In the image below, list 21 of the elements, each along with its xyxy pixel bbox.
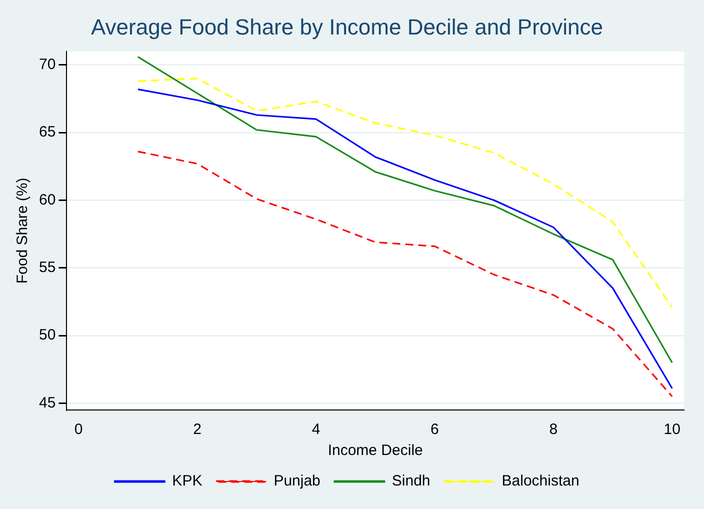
- x-tick-label: 8: [549, 421, 558, 438]
- x-tick-label: 10: [664, 421, 680, 438]
- chart-title: Average Food Share by Income Decile and Province: [91, 14, 603, 40]
- legend-label: Balochistan: [502, 472, 580, 490]
- y-tick-label: 65: [38, 124, 56, 141]
- x-tick-label: 0: [74, 421, 83, 438]
- legend-label: Punjab: [274, 472, 320, 490]
- x-tick-label: 6: [430, 421, 439, 438]
- x-tick-label: 4: [312, 421, 320, 438]
- line-series: [137, 78, 673, 308]
- y-tick-label: 60: [38, 191, 56, 208]
- y-tick-label: 55: [38, 259, 56, 276]
- y-tick-label: 50: [38, 326, 56, 344]
- y-axis-title: Food Share (%): [14, 178, 32, 284]
- line-series: [137, 150, 673, 398]
- legend-label: Sindh: [392, 472, 430, 490]
- x-tick-label: 2: [193, 421, 202, 438]
- y-tick-label: 70: [38, 56, 56, 74]
- x-axis-title: Income Decile: [328, 442, 423, 460]
- y-tick-label: 45: [38, 394, 56, 412]
- legend-label: KPK: [172, 472, 202, 490]
